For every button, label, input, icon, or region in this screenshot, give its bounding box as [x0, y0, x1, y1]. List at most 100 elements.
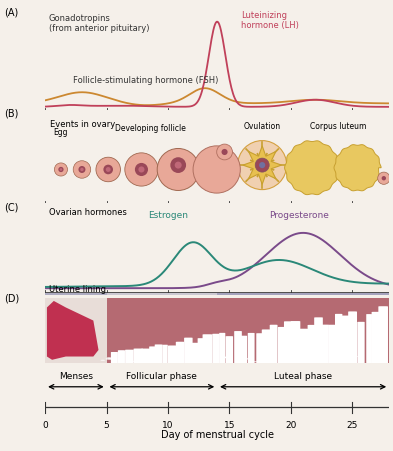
FancyBboxPatch shape	[198, 338, 204, 364]
Text: (C): (C)	[4, 202, 18, 212]
FancyBboxPatch shape	[357, 322, 365, 364]
Text: 15: 15	[224, 420, 235, 429]
Circle shape	[107, 357, 111, 358]
Text: (A): (A)	[4, 8, 18, 18]
Circle shape	[170, 157, 186, 173]
FancyBboxPatch shape	[149, 346, 156, 364]
FancyBboxPatch shape	[45, 298, 107, 363]
Circle shape	[134, 361, 141, 362]
Text: (B): (B)	[4, 108, 18, 118]
Circle shape	[294, 359, 299, 360]
Bar	[107, 294, 217, 295]
FancyBboxPatch shape	[278, 327, 287, 364]
Circle shape	[345, 355, 350, 356]
Circle shape	[73, 161, 91, 178]
FancyBboxPatch shape	[262, 329, 271, 364]
FancyBboxPatch shape	[308, 325, 315, 364]
Circle shape	[143, 357, 152, 359]
Text: Developing follicle: Developing follicle	[115, 124, 185, 133]
FancyBboxPatch shape	[118, 350, 125, 364]
Circle shape	[80, 168, 84, 171]
FancyBboxPatch shape	[284, 321, 292, 364]
Circle shape	[175, 161, 182, 169]
Circle shape	[305, 361, 311, 362]
Circle shape	[378, 172, 390, 184]
FancyBboxPatch shape	[378, 306, 388, 364]
FancyBboxPatch shape	[329, 325, 336, 364]
Circle shape	[373, 360, 378, 361]
FancyBboxPatch shape	[192, 343, 198, 364]
Circle shape	[253, 361, 257, 362]
Circle shape	[178, 356, 182, 357]
Text: Ovarian hormones: Ovarian hormones	[49, 208, 127, 217]
Text: Luteinizing
hormone (LH): Luteinizing hormone (LH)	[241, 11, 299, 31]
Circle shape	[106, 358, 114, 360]
FancyBboxPatch shape	[372, 312, 380, 364]
Circle shape	[238, 141, 287, 189]
FancyBboxPatch shape	[134, 349, 143, 364]
Text: Events in ovary: Events in ovary	[50, 120, 115, 129]
Circle shape	[220, 357, 229, 358]
FancyBboxPatch shape	[335, 314, 342, 364]
Circle shape	[217, 144, 232, 160]
Circle shape	[357, 356, 362, 357]
Circle shape	[54, 163, 68, 176]
Circle shape	[382, 176, 386, 180]
Bar	[45, 294, 107, 295]
Text: (D): (D)	[4, 293, 19, 303]
Circle shape	[138, 166, 145, 173]
FancyBboxPatch shape	[270, 325, 277, 364]
Circle shape	[135, 163, 148, 176]
FancyBboxPatch shape	[240, 336, 247, 364]
FancyBboxPatch shape	[176, 342, 184, 364]
Text: 20: 20	[285, 420, 296, 429]
FancyBboxPatch shape	[348, 311, 357, 364]
Circle shape	[378, 361, 382, 362]
Text: 25: 25	[347, 420, 358, 429]
Circle shape	[259, 162, 265, 168]
FancyBboxPatch shape	[125, 350, 134, 364]
Circle shape	[255, 158, 269, 172]
Circle shape	[222, 149, 228, 155]
Text: 0: 0	[42, 420, 48, 429]
Polygon shape	[243, 146, 281, 184]
Text: Egg: Egg	[54, 129, 68, 138]
FancyBboxPatch shape	[141, 349, 150, 364]
Circle shape	[60, 168, 62, 171]
Circle shape	[157, 148, 199, 190]
FancyBboxPatch shape	[226, 336, 233, 364]
Text: Estrogen: Estrogen	[149, 211, 188, 220]
Circle shape	[244, 358, 250, 359]
Text: Menses: Menses	[59, 372, 93, 381]
FancyBboxPatch shape	[111, 352, 118, 364]
Polygon shape	[285, 141, 340, 195]
Circle shape	[101, 360, 105, 361]
Text: Progesterone: Progesterone	[269, 211, 329, 220]
Circle shape	[133, 360, 140, 362]
Circle shape	[189, 358, 198, 359]
FancyBboxPatch shape	[212, 334, 220, 364]
Circle shape	[314, 355, 321, 357]
Circle shape	[103, 165, 113, 174]
FancyBboxPatch shape	[321, 325, 329, 364]
Circle shape	[200, 359, 205, 360]
Circle shape	[58, 167, 64, 172]
FancyBboxPatch shape	[256, 333, 264, 364]
Circle shape	[125, 153, 158, 186]
Text: Follicle-stimulating hormone (FSH): Follicle-stimulating hormone (FSH)	[73, 76, 218, 85]
FancyBboxPatch shape	[366, 314, 372, 363]
Polygon shape	[47, 301, 99, 360]
Text: Ovulation: Ovulation	[244, 122, 281, 131]
Text: Luteal phase: Luteal phase	[274, 372, 332, 381]
FancyBboxPatch shape	[168, 345, 176, 364]
Circle shape	[198, 359, 203, 361]
Polygon shape	[334, 145, 381, 191]
FancyBboxPatch shape	[155, 345, 162, 364]
Circle shape	[343, 362, 349, 364]
FancyBboxPatch shape	[299, 329, 308, 364]
Circle shape	[144, 356, 152, 358]
Text: Uterine lining: Uterine lining	[49, 285, 106, 295]
FancyBboxPatch shape	[162, 345, 168, 363]
Circle shape	[331, 355, 338, 356]
FancyBboxPatch shape	[202, 334, 212, 364]
